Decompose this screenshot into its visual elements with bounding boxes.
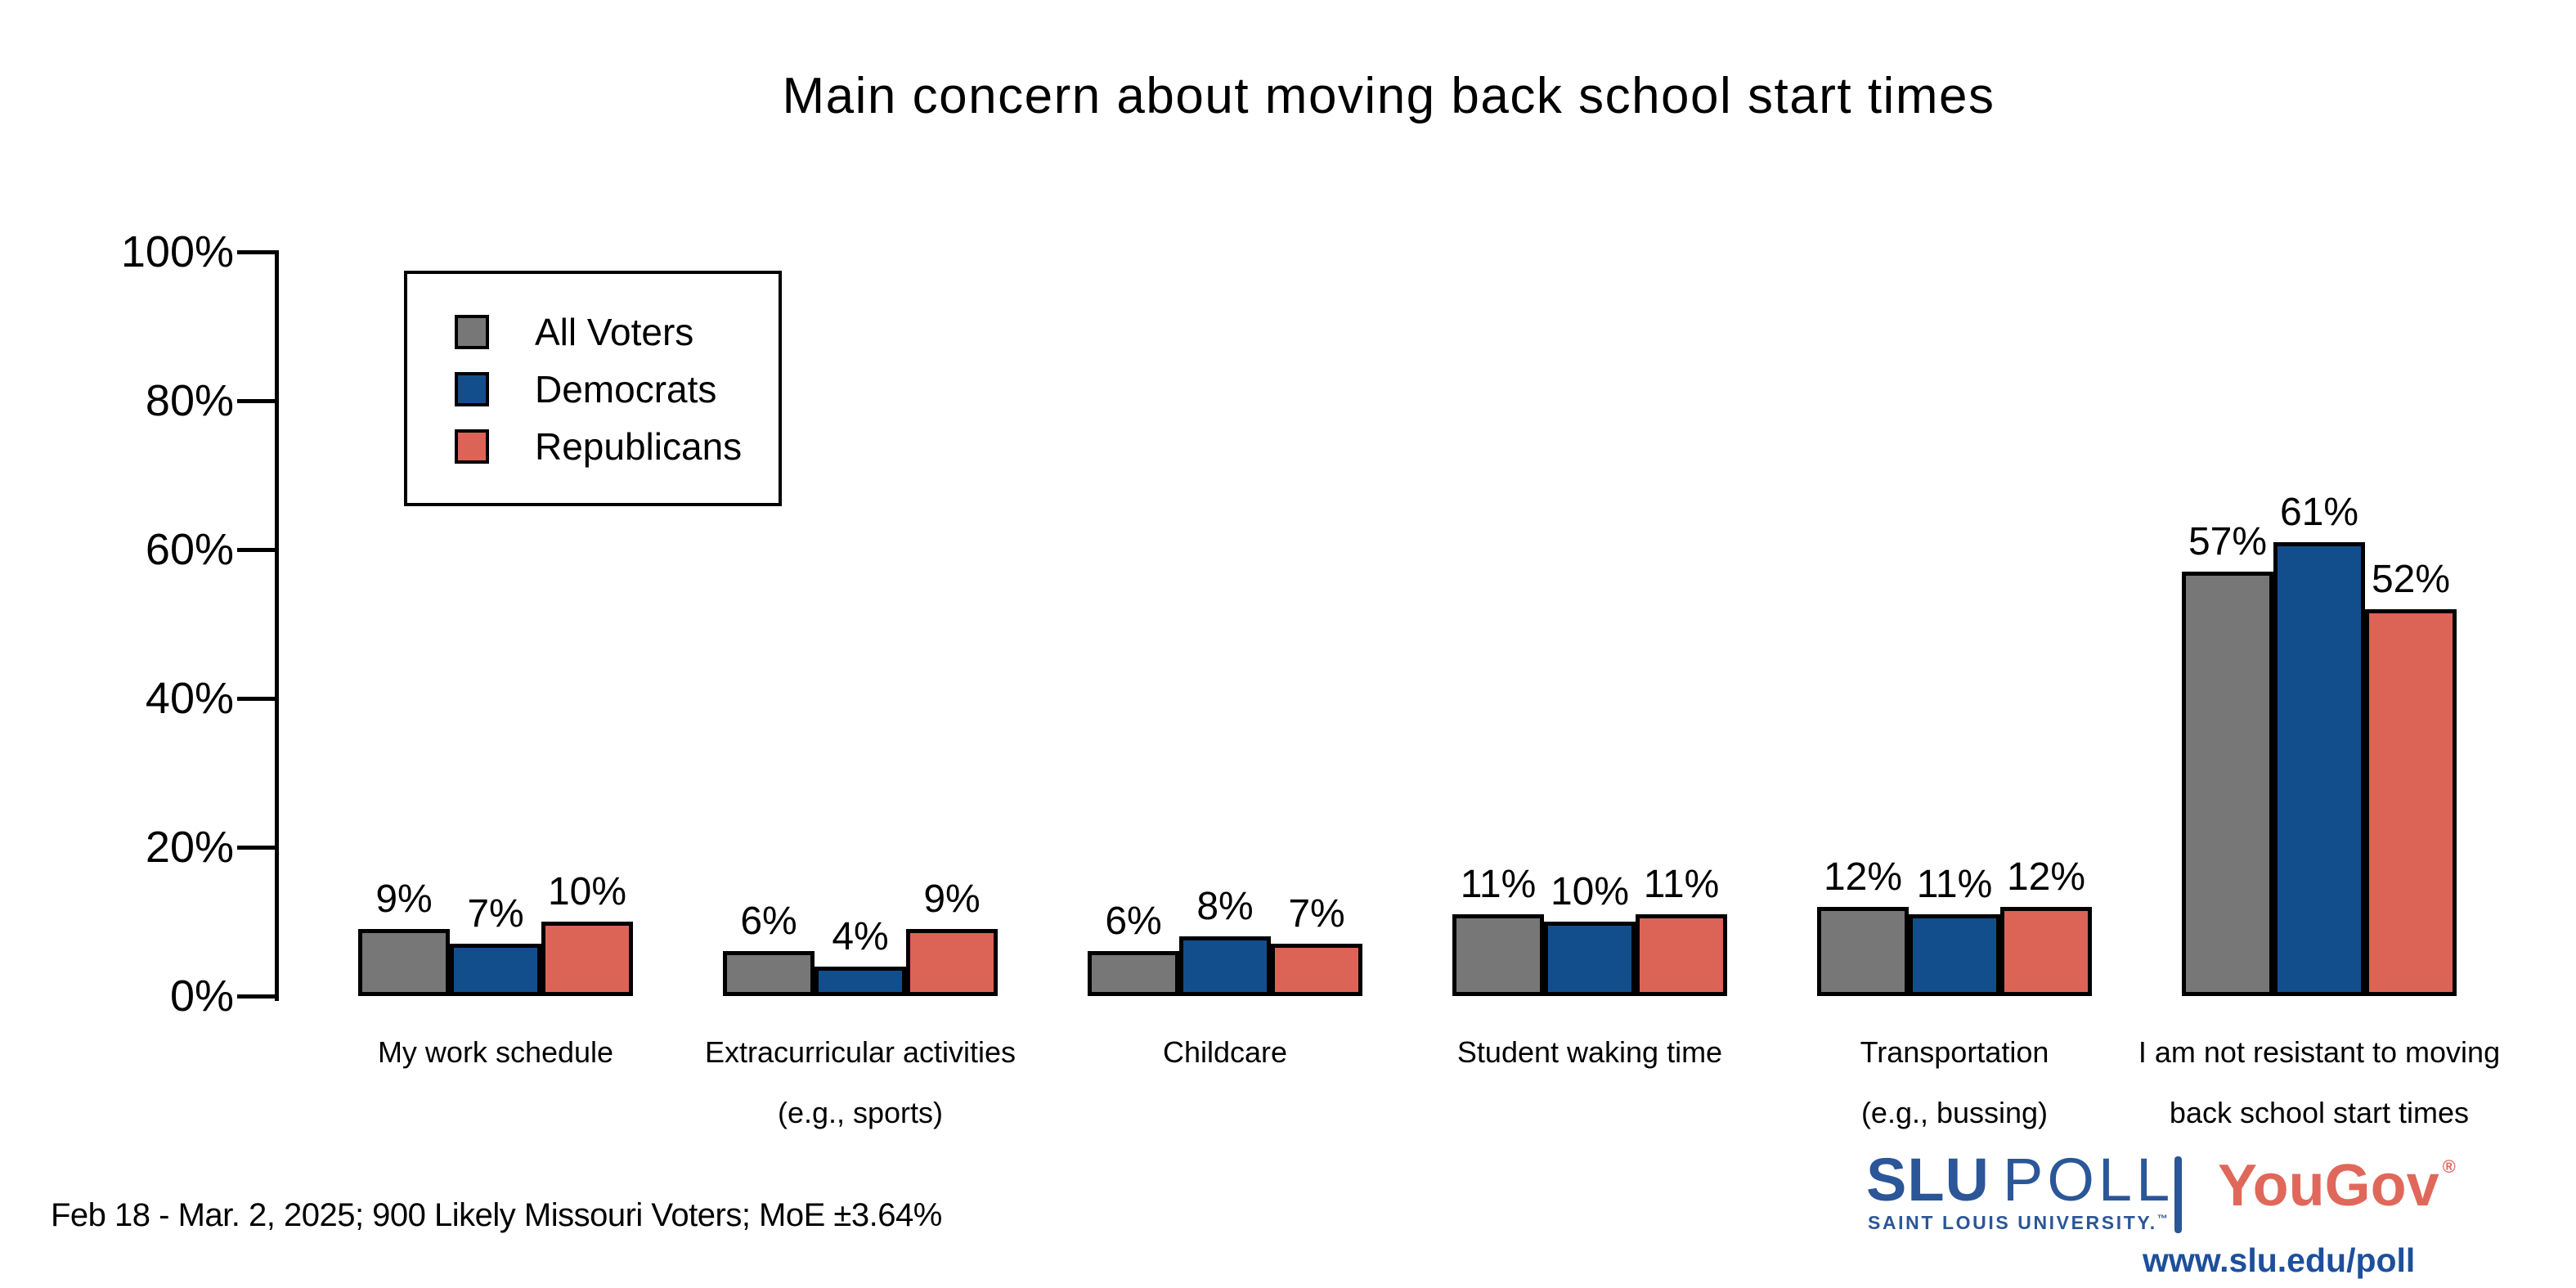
logo-divider xyxy=(2174,1156,2182,1233)
y-axis-tick xyxy=(237,994,275,999)
saint-louis-university-wordmark: SAINT LOUIS UNIVERSITY.™ xyxy=(1868,1212,2168,1234)
bar-value-label: 11% xyxy=(1643,862,1720,906)
y-axis-tick-label: 100% xyxy=(120,227,234,276)
bar-democrats-1 xyxy=(815,966,906,996)
bar-democrats-5 xyxy=(2273,541,2365,996)
y-axis-tick xyxy=(237,250,275,254)
legend-swatch-all-voters xyxy=(455,315,489,349)
y-axis-line xyxy=(275,250,279,1001)
y-axis-tick-label: 80% xyxy=(145,376,234,425)
bar-all-voters-4 xyxy=(1817,906,1909,996)
saint-louis-university-text: SAINT LOUIS UNIVERSITY. xyxy=(1868,1212,2157,1233)
bar-value-label: 11% xyxy=(1916,862,1993,906)
x-category-label-line: I am not resistant to moving xyxy=(2138,1035,2501,1069)
x-category-label-line: back school start times xyxy=(2169,1096,2470,1129)
y-axis-tick xyxy=(237,846,275,850)
x-category-label: Transportation (e.g., bussing) xyxy=(1742,1022,2167,1143)
legend-label-all-voters: All Voters xyxy=(535,311,694,353)
bar-all-voters-5 xyxy=(2182,572,2273,996)
x-category-label-line: Childcare xyxy=(1162,1035,1288,1069)
x-category-label-line: Transportation xyxy=(1860,1035,2049,1069)
bar-all-voters-3 xyxy=(1452,913,1544,996)
bar-democrats-3 xyxy=(1544,922,1636,996)
trademark-symbol: ™ xyxy=(2156,1212,2168,1225)
bar-value-label: 8% xyxy=(1196,885,1254,929)
x-category-label: I am not resistant to moving back school … xyxy=(2107,1022,2532,1143)
y-axis-tick xyxy=(237,399,275,403)
legend-row-all-voters: All Voters xyxy=(455,303,779,361)
bar-value-label: 6% xyxy=(1105,900,1162,944)
bar-all-voters-2 xyxy=(1088,951,1179,996)
bar-value-label: 6% xyxy=(740,900,797,944)
poll-logo-text: POLL xyxy=(2003,1146,2174,1214)
bar-value-label: 12% xyxy=(2006,855,2086,899)
x-category-label-line: Student waking time xyxy=(1456,1035,1723,1069)
bar-value-label: 12% xyxy=(1823,855,1903,899)
survey-methodology-note: Feb 18 - Mar. 2, 2025; 900 Likely Missou… xyxy=(51,1197,942,1233)
bar-republicans-3 xyxy=(1636,913,1727,996)
x-category-label: Childcare xyxy=(1012,1022,1438,1083)
bar-value-label: 10% xyxy=(1550,870,1630,913)
slu-poll-logo: SLU POLL xyxy=(1866,1150,2174,1210)
bar-republicans-2 xyxy=(1271,944,1362,996)
bar-value-label: 52% xyxy=(2371,557,2451,601)
registered-symbol: ® xyxy=(2442,1156,2456,1177)
y-axis-tick xyxy=(237,548,275,552)
bar-value-label: 11% xyxy=(1460,862,1537,906)
x-category-label-line: (e.g., sports) xyxy=(777,1096,944,1129)
bar-republicans-4 xyxy=(2000,906,2092,996)
bar-republicans-0 xyxy=(541,922,633,996)
yougov-logo-text: YouGov xyxy=(2218,1153,2439,1218)
x-category-label: Student waking time xyxy=(1377,1022,1802,1083)
legend-swatch-democrats xyxy=(455,372,489,406)
legend-label-republicans: Republicans xyxy=(535,425,743,468)
bar-value-label: 9% xyxy=(375,877,433,922)
bar-value-label: 4% xyxy=(832,914,889,958)
legend-label-democrats: Democrats xyxy=(535,368,717,411)
legend-row-democrats: Democrats xyxy=(455,361,779,418)
y-axis-tick-label: 40% xyxy=(145,674,234,723)
bar-democrats-4 xyxy=(1909,913,2000,996)
x-category-label: Extracurricular activities (e.g., sports) xyxy=(648,1022,1073,1143)
bar-value-label: 61% xyxy=(2279,490,2359,534)
x-category-label-line: Extracurricular activities xyxy=(704,1035,1016,1069)
bar-republicans-1 xyxy=(906,929,998,996)
bar-value-label: 7% xyxy=(1288,892,1345,936)
bar-value-label: 10% xyxy=(547,870,627,913)
bar-value-label: 9% xyxy=(923,877,981,922)
slu-poll-url: www.slu.edu/poll xyxy=(2143,1241,2416,1279)
x-category-label-line: My work schedule xyxy=(377,1035,614,1069)
y-axis-tick-label: 20% xyxy=(145,823,234,872)
bar-democrats-2 xyxy=(1179,936,1271,996)
chart-legend: All Voters Democrats Republicans xyxy=(404,271,782,506)
x-category-label: My work schedule xyxy=(283,1022,708,1083)
yougov-logo: YouGov ® xyxy=(2218,1156,2456,1215)
bar-democrats-0 xyxy=(450,944,541,996)
y-axis-tick xyxy=(237,697,275,701)
legend-swatch-republicans xyxy=(455,429,489,464)
x-category-label-line: (e.g., bussing) xyxy=(1860,1096,2049,1129)
y-axis-tick-label: 60% xyxy=(145,525,234,574)
chart-title: Main concern about moving back school st… xyxy=(782,68,1995,124)
bar-all-voters-1 xyxy=(723,951,815,996)
legend-row-republicans: Republicans xyxy=(455,418,779,475)
bar-all-voters-0 xyxy=(358,929,450,996)
bar-value-label: 57% xyxy=(2188,520,2268,564)
bar-republicans-5 xyxy=(2365,608,2457,996)
slu-logo-text: SLU xyxy=(1866,1146,1990,1214)
y-axis-tick-label: 0% xyxy=(169,972,234,1021)
bar-value-label: 7% xyxy=(467,892,524,936)
